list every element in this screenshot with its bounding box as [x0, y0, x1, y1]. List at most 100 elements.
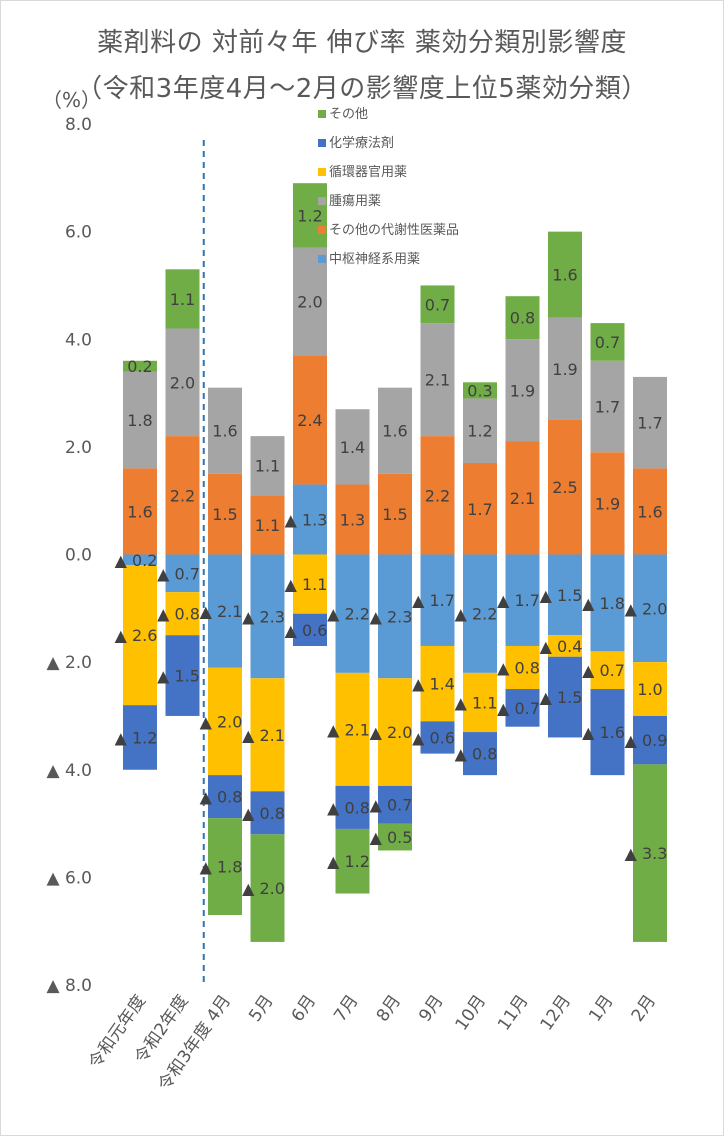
bar-segment — [420, 645, 455, 722]
x-tick-label: 1月 — [585, 991, 617, 1025]
bar-segment — [208, 667, 242, 776]
bar-segment — [420, 721, 455, 754]
data-label: 1.9 — [595, 494, 620, 513]
bar-segment — [548, 419, 582, 555]
bar-segment — [633, 376, 667, 469]
data-label: ▲ 0.5 — [370, 828, 413, 847]
x-tick-label: 7月 — [330, 991, 362, 1025]
data-label: 2.0 — [170, 373, 195, 392]
data-label: ▲ 0.7 — [370, 796, 413, 815]
legend-label: その他の代謝性医薬品 — [329, 223, 459, 238]
data-label: ▲ 1.7 — [497, 591, 540, 610]
data-label: 0.7 — [425, 295, 450, 314]
data-label: ▲ 1.2 — [327, 852, 370, 871]
bar-segment — [335, 828, 370, 894]
data-label: 1.6 — [382, 422, 407, 441]
bar-segment — [505, 296, 540, 340]
x-tick-label: 8月 — [373, 991, 405, 1025]
bar-segment — [123, 360, 157, 372]
data-label: ▲ 0.4 — [540, 637, 583, 656]
data-label: ▲ 0.8 — [455, 745, 498, 764]
chart-subtitle: （令和3年度4月～2月の影響度上位5薬効分類） — [76, 74, 648, 104]
legend-swatch — [318, 197, 326, 205]
bar-segment — [208, 775, 242, 819]
data-label: ▲ 0.8 — [497, 659, 540, 678]
bar-segment — [378, 785, 412, 824]
data-label: ▲ 2.2 — [455, 605, 498, 624]
data-label: 1.1 — [255, 457, 280, 476]
data-label: ▲ 1.5 — [540, 586, 583, 605]
data-label: 0.7 — [595, 333, 620, 352]
data-label: 0.8 — [510, 309, 535, 328]
bar-segment — [505, 554, 540, 646]
y-axis-unit: （%） — [42, 88, 102, 112]
bar-segment — [123, 554, 157, 566]
data-label: ▲ 0.8 — [200, 788, 243, 807]
bar-segment — [123, 565, 157, 706]
bar-segment — [590, 554, 625, 652]
bar-segment — [208, 818, 242, 916]
legend-label: 中枢神経系用薬 — [329, 252, 420, 267]
data-label: ▲ 1.8 — [582, 594, 625, 613]
bar-segment — [548, 317, 582, 420]
y-tick-label: 0.0 — [65, 546, 92, 566]
data-label: ▲ 2.6 — [115, 626, 158, 645]
bar-segment — [250, 436, 285, 496]
bar-segment — [293, 613, 327, 646]
bar-segment — [590, 360, 625, 453]
legend-label: 化学療法剤 — [329, 135, 394, 151]
data-label: ▲ 2.0 — [242, 879, 285, 898]
bar-segment — [633, 468, 667, 555]
data-label: ▲ 1.5 — [157, 667, 200, 686]
legend-label: その他 — [329, 107, 368, 122]
data-label: ▲ 0.6 — [412, 728, 455, 747]
legend-label: 循環器官用薬 — [329, 164, 407, 180]
data-label: 1.7 — [467, 500, 492, 519]
data-label: ▲ 0.8 — [242, 804, 285, 823]
data-label: ▲ 1.4 — [412, 675, 455, 694]
bar-segment — [293, 484, 327, 555]
bar-segment — [378, 678, 412, 786]
data-label: 1.0 — [637, 680, 662, 699]
bar-segment — [420, 285, 455, 324]
data-label: 1.6 — [127, 502, 152, 521]
bar-segment — [293, 183, 327, 248]
bar-segment — [293, 355, 327, 485]
bar-segment — [590, 323, 625, 361]
data-label: 1.5 — [212, 505, 237, 524]
bar-segment — [335, 409, 370, 485]
bar-segment — [463, 382, 497, 399]
bar-segment — [463, 463, 497, 555]
bar-segment — [463, 398, 497, 464]
data-label: ▲ 1.6 — [582, 723, 625, 742]
data-label: ▲ 0.9 — [625, 731, 668, 750]
bar-segment — [165, 554, 200, 593]
data-label: ▲ 0.7 — [157, 564, 200, 583]
bar-segment — [335, 554, 370, 673]
data-label: 1.1 — [255, 516, 280, 535]
bar-segment — [250, 495, 285, 555]
data-label: ▲ 0.6 — [285, 621, 328, 640]
x-tick-label: 2月 — [628, 991, 660, 1025]
data-label: ▲ 2.1 — [327, 720, 370, 739]
bar-segment — [123, 371, 157, 469]
legend-swatch — [318, 226, 326, 234]
bar-segment — [335, 785, 370, 829]
data-label: 2.0 — [297, 293, 322, 312]
bar-segment — [165, 592, 200, 636]
data-label: ▲ 2.0 — [200, 712, 243, 731]
data-label: ▲ 2.3 — [242, 607, 285, 626]
y-tick-label: ▲ 6.0 — [46, 868, 92, 888]
bar-segment — [250, 791, 285, 835]
legend-label: 腫瘍用薬 — [329, 193, 381, 209]
data-label: 1.4 — [340, 438, 365, 457]
bar-segment — [165, 328, 200, 437]
y-tick-label: 8.0 — [65, 115, 92, 135]
legend-swatch — [318, 110, 326, 118]
bar-segment — [633, 764, 667, 942]
bar-segment — [335, 484, 370, 555]
legend-swatch — [318, 255, 326, 263]
bar-segment — [633, 715, 667, 765]
data-label: ▲ 1.8 — [200, 858, 243, 877]
data-label: ▲ 3.3 — [625, 844, 668, 863]
